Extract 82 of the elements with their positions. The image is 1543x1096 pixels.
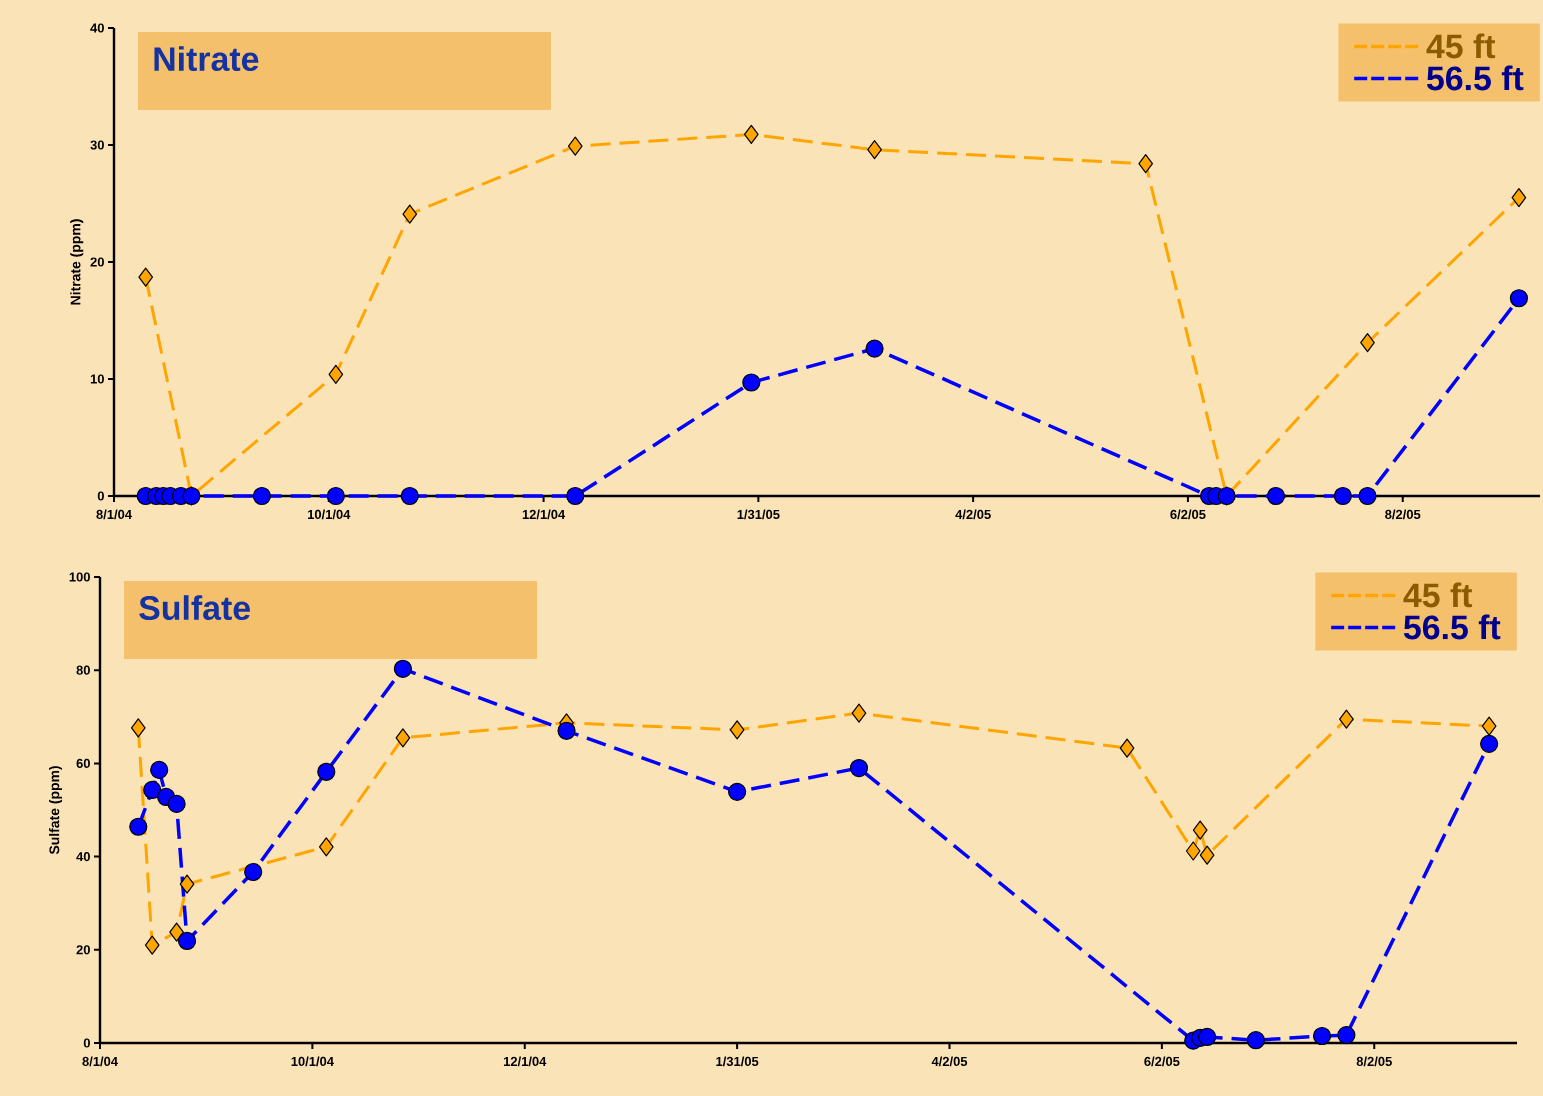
point xyxy=(395,728,411,748)
point xyxy=(1138,154,1154,174)
legend-label: 56.5 ft xyxy=(1403,614,1501,640)
point xyxy=(743,124,759,145)
point xyxy=(849,758,869,778)
point xyxy=(1337,1025,1356,1045)
point xyxy=(742,373,761,392)
point xyxy=(393,659,412,678)
point xyxy=(400,486,419,506)
point xyxy=(1266,486,1286,506)
point xyxy=(1509,289,1529,308)
x-tick-label: 12/1/04 xyxy=(522,509,566,520)
x-tick-label: 8/1/04 xyxy=(82,1056,118,1067)
point xyxy=(1333,486,1352,506)
y-axis-title: Sulfate (ppm) xyxy=(49,766,63,855)
y-tick-label: 20 xyxy=(76,945,90,955)
point xyxy=(1312,1026,1332,1046)
x-tick-label: 1/31/05 xyxy=(737,509,780,520)
y-tick-label: 20 xyxy=(90,257,104,267)
point xyxy=(728,782,747,801)
chart-title: Nitrate xyxy=(154,46,259,72)
x-tick-label: 6/2/05 xyxy=(1170,509,1206,520)
point xyxy=(1119,738,1135,758)
point xyxy=(129,817,148,836)
legend-label: 45 ft xyxy=(1426,33,1496,59)
x-tick-label: 10/1/04 xyxy=(291,1056,334,1067)
y-tick-label: 100 xyxy=(69,572,90,582)
y-tick-label: 40 xyxy=(90,23,104,33)
point xyxy=(566,486,585,506)
x-tick-label: 4/2/05 xyxy=(955,509,991,520)
point xyxy=(1480,734,1499,753)
point xyxy=(402,204,418,224)
x-tick-label: 6/2/05 xyxy=(1144,1056,1180,1067)
y-tick-label: 60 xyxy=(76,758,90,768)
point xyxy=(318,837,334,857)
point xyxy=(567,136,583,156)
legend-label: 56.5 ft xyxy=(1426,65,1524,91)
x-tick-label: 12/1/04 xyxy=(503,1056,547,1067)
chart-title: Sulfate xyxy=(139,595,250,621)
y-tick-label: 40 xyxy=(76,852,90,862)
point xyxy=(143,780,162,800)
point xyxy=(138,267,154,287)
y-tick-label: 0 xyxy=(83,1038,90,1048)
x-tick-label: 8/1/04 xyxy=(96,509,132,520)
point xyxy=(167,794,186,814)
y-tick-label: 0 xyxy=(97,491,104,501)
point xyxy=(1192,820,1208,840)
x-tick-label: 8/2/05 xyxy=(1385,509,1421,520)
point xyxy=(865,339,884,358)
point xyxy=(1339,709,1354,729)
point xyxy=(252,486,271,506)
point xyxy=(1358,486,1377,506)
x-tick-label: 1/31/05 xyxy=(716,1056,759,1067)
point xyxy=(1199,845,1215,865)
point xyxy=(851,703,867,723)
y-tick-label: 30 xyxy=(90,140,104,150)
point xyxy=(150,760,169,780)
point xyxy=(1360,333,1375,353)
y-tick-label: 80 xyxy=(76,665,90,675)
point xyxy=(1246,1031,1265,1050)
point xyxy=(1511,188,1527,208)
point xyxy=(326,486,345,506)
y-tick-label: 10 xyxy=(90,374,104,384)
point xyxy=(169,922,184,942)
point xyxy=(729,720,745,740)
point xyxy=(177,931,197,951)
x-tick-label: 8/2/05 xyxy=(1356,1056,1392,1067)
point xyxy=(1185,841,1201,861)
y-axis-title: Nitrate (ppm) xyxy=(70,219,84,305)
point xyxy=(144,935,160,955)
point xyxy=(1481,716,1497,736)
point xyxy=(179,874,195,894)
point xyxy=(867,140,882,160)
point xyxy=(328,364,344,384)
legend-label: 45 ft xyxy=(1403,582,1473,608)
point xyxy=(317,762,336,781)
x-tick-label: 10/1/04 xyxy=(307,509,351,520)
point xyxy=(130,718,146,738)
point xyxy=(244,862,263,882)
x-tick-label: 4/2/05 xyxy=(931,1056,968,1067)
point xyxy=(1198,1027,1217,1047)
point xyxy=(557,721,576,740)
